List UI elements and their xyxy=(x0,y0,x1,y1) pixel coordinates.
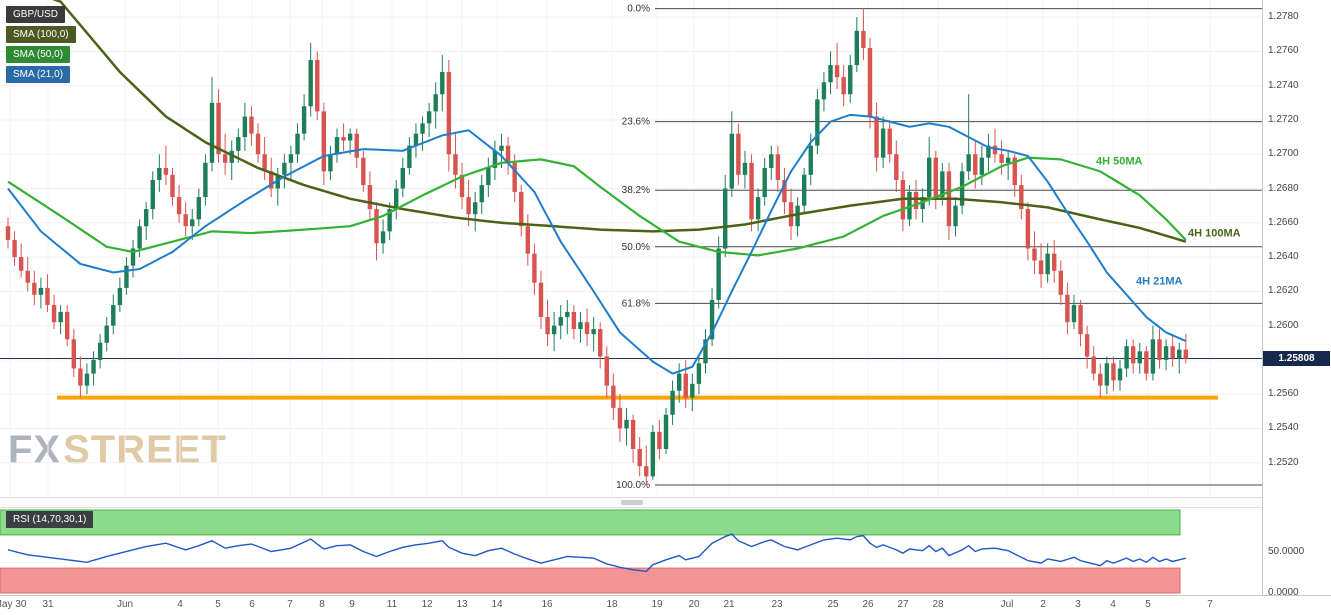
rsi-axis-label: 0.0000 xyxy=(1268,587,1299,598)
legend-sma100[interactable]: SMA (100,0) xyxy=(6,26,76,43)
rsi-panel[interactable]: RSI (14,70,30,1) xyxy=(0,508,1262,595)
date-axis-label: 7 xyxy=(287,599,293,610)
date-axis-label: 16 xyxy=(541,599,553,610)
date-axis-label: 9 xyxy=(349,599,355,610)
fib-level-label: 100.0% xyxy=(616,480,650,491)
rsi-canvas[interactable] xyxy=(0,508,1262,595)
date-axis-label: 20 xyxy=(688,599,700,610)
panel-divider[interactable] xyxy=(0,497,1262,508)
fib-retracement[interactable]: 0.0% 23.6% 38.2% 50.0% 61.8% 100.0% xyxy=(616,4,1262,491)
fxstreet-logo-fx: FX xyxy=(8,428,62,472)
rsi-axis-label: 50.0000 xyxy=(1268,545,1305,557)
price-axis-label: 1.2660 xyxy=(1268,216,1299,228)
date-axis-label: 4 xyxy=(1110,599,1116,610)
fib-level-label: 61.8% xyxy=(622,298,650,309)
price-axis-label: 1.2680 xyxy=(1268,182,1299,194)
date-axis-label: 14 xyxy=(491,599,503,610)
price-axis-label: 1.2520 xyxy=(1268,456,1299,468)
date-axis-label: 27 xyxy=(897,599,909,610)
current-price-badge: 1.25808 xyxy=(1263,350,1330,366)
legend-symbol[interactable]: GBP/USD xyxy=(6,6,66,23)
date-axis-label: 23 xyxy=(771,599,783,610)
date-axis-label: 21 xyxy=(723,599,735,610)
fib-level-label: 0.0% xyxy=(627,4,650,15)
date-axis-label: Jun xyxy=(116,599,134,610)
price-axis-label: 1.2780 xyxy=(1268,11,1299,23)
date-axis-label: 26 xyxy=(862,599,874,610)
date-axis-label: 28 xyxy=(932,599,944,610)
rsi-oversold-zone xyxy=(0,567,1181,594)
date-axis-label: 4 xyxy=(177,599,183,610)
price-axis-label: 1.2740 xyxy=(1268,79,1299,91)
price-axis[interactable]: 1.25808 1.2780 1.2760 1.2740 1.2720 1.2700 1.… xyxy=(1262,0,1331,598)
date-axis-label: 11 xyxy=(386,599,398,610)
price-chart-canvas[interactable]: 0.0% 23.6% 38.2% 50.0% 61.8% 100.0% 4H 100MA 4H… xyxy=(0,0,1262,497)
price-axis-label: 1.2600 xyxy=(1268,319,1299,331)
date-axis-label: 31 xyxy=(42,599,54,610)
rsi-overbought-zone xyxy=(0,509,1181,536)
date-axis-label: 7 xyxy=(1207,599,1213,610)
price-axis-label: 1.2640 xyxy=(1268,251,1299,263)
date-axis-label: 2 xyxy=(1040,599,1046,610)
price-axis-label: 1.2540 xyxy=(1268,422,1299,434)
sma100-annotation[interactable]: 4H 100MA xyxy=(1188,228,1241,240)
date-axis-label: 25 xyxy=(827,599,839,610)
fib-level-label: 50.0% xyxy=(622,242,650,253)
fxstreet-logo-street: STREET xyxy=(63,428,227,472)
legend-sma50[interactable]: SMA (50,0) xyxy=(6,46,71,63)
fib-level-label: 38.2% xyxy=(622,185,650,196)
sma21-line xyxy=(7,113,1187,375)
price-axis-label: 1.2700 xyxy=(1268,148,1299,160)
sma50-annotation[interactable]: 4H 50MA xyxy=(1096,156,1143,168)
date-axis-label: 5 xyxy=(1145,599,1151,610)
date-axis-label: 8 xyxy=(319,599,325,610)
date-axis-label: 3 xyxy=(1075,599,1081,610)
sma21-annotation[interactable]: 4H 21MA xyxy=(1136,275,1183,287)
price-axis-label: 1.2760 xyxy=(1268,45,1299,57)
price-axis-label: 1.2620 xyxy=(1268,285,1299,297)
rsi-indicator-label[interactable]: RSI (14,70,30,1) xyxy=(6,511,94,528)
sma50-line xyxy=(7,156,1187,257)
price-chart-panel[interactable]: FXSTREET 0.0% 23.6% 38.2% 50.0% 61.8% 100.0% 4… xyxy=(0,0,1262,497)
fib-level-label: 23.6% xyxy=(622,117,650,128)
date-axis-label: Jul xyxy=(1000,599,1014,610)
fxstreet-watermark: FXSTREET xyxy=(8,428,227,473)
price-axis-label: 1.2720 xyxy=(1268,113,1299,125)
date-axis-label: 18 xyxy=(606,599,618,610)
sma100-line xyxy=(52,0,1187,243)
price-axis-label: 1.2560 xyxy=(1268,388,1299,400)
divider-grip-icon[interactable] xyxy=(621,500,643,505)
date-axis-label: 6 xyxy=(249,599,255,610)
date-axis-label: 5 xyxy=(215,599,221,610)
legend-sma21[interactable]: SMA (21,0) xyxy=(6,66,71,83)
date-axis[interactable]: May 3031Jun45678911121314161819202123252… xyxy=(0,595,1331,615)
date-axis-label: May 30 xyxy=(0,599,27,610)
rsi-line xyxy=(7,533,1186,573)
date-axis-label: 19 xyxy=(651,599,663,610)
date-axis-label: 12 xyxy=(421,599,433,610)
chart-legend: GBP/USD SMA (100,0) SMA (50,0) SMA (21,0… xyxy=(6,6,76,86)
date-axis-label: 13 xyxy=(456,599,468,610)
